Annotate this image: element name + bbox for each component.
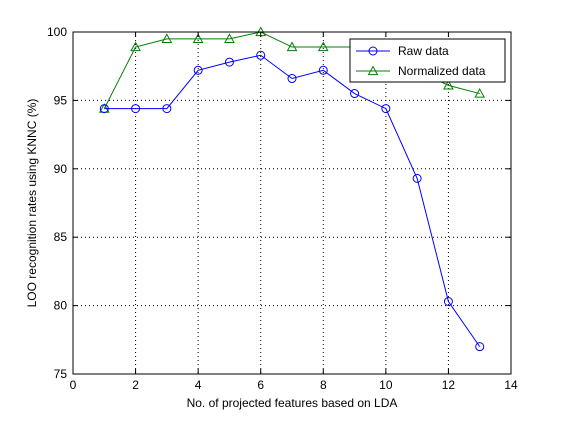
y-axis-label: LOO recognition rates using KNNC (%) — [25, 99, 39, 308]
y-tick-label: 90 — [54, 162, 68, 176]
data-point-raw-data — [256, 50, 266, 60]
series-raw-data — [99, 50, 485, 352]
y-tick-label: 75 — [54, 367, 68, 381]
y-tick-label: 85 — [54, 230, 68, 244]
data-point-raw-data — [412, 173, 422, 183]
x-tick-label: 2 — [132, 378, 139, 392]
data-point-normalized-data — [317, 41, 329, 52]
data-point-normalized-data — [224, 33, 235, 43]
plot-border — [72, 31, 512, 375]
x-axis-label: No. of projected features based on LDA — [187, 396, 398, 410]
y-tick-label: 80 — [54, 299, 68, 313]
legend: Raw data Normalized data — [349, 38, 506, 83]
data-point-raw-data — [443, 296, 453, 306]
data-point-raw-data — [131, 104, 141, 114]
data-point-raw-data — [381, 104, 391, 114]
y-tick-label: 95 — [54, 93, 68, 107]
legend-marker-raw-data — [368, 46, 378, 56]
legend-marker-normalized-data — [367, 65, 379, 76]
x-tick-label: 12 — [442, 378, 456, 392]
grid-lines — [73, 32, 511, 374]
data-point-raw-data — [287, 74, 297, 84]
x-tick-label: 4 — [195, 378, 202, 392]
series-line-raw-data — [104, 54, 481, 347]
x-tick-label: 14 — [504, 378, 518, 392]
data-point-raw-data — [350, 89, 360, 99]
data-point-normalized-data — [443, 79, 454, 90]
data-point-normalized-data — [286, 41, 298, 52]
data-point-normalized-data — [192, 33, 204, 43]
data-point-normalized-data — [130, 41, 141, 52]
data-point-raw-data — [193, 65, 203, 75]
x-tick-label: 0 — [70, 378, 77, 392]
x-tick-label: 10 — [379, 378, 393, 392]
data-point-normalized-data — [161, 33, 173, 43]
data-point-raw-data — [318, 65, 328, 75]
legend-label-raw-data: Raw data — [398, 44, 449, 58]
data-point-raw-data — [162, 104, 172, 114]
data-point-raw-data — [224, 57, 234, 67]
y-tick-label: 100 — [47, 25, 67, 39]
plot-area — [73, 32, 511, 374]
data-point-raw-data — [99, 104, 109, 114]
x-tick-label: 6 — [257, 378, 264, 392]
legend-label-normalized-data: Normalized data — [398, 64, 486, 78]
axis-ticks: 0 2 4 6 8 10 12 14 75 80 85 90 95 100 — [47, 25, 518, 392]
data-point-raw-data — [475, 342, 485, 352]
data-point-normalized-data — [474, 88, 486, 98]
x-tick-label: 8 — [320, 378, 327, 392]
